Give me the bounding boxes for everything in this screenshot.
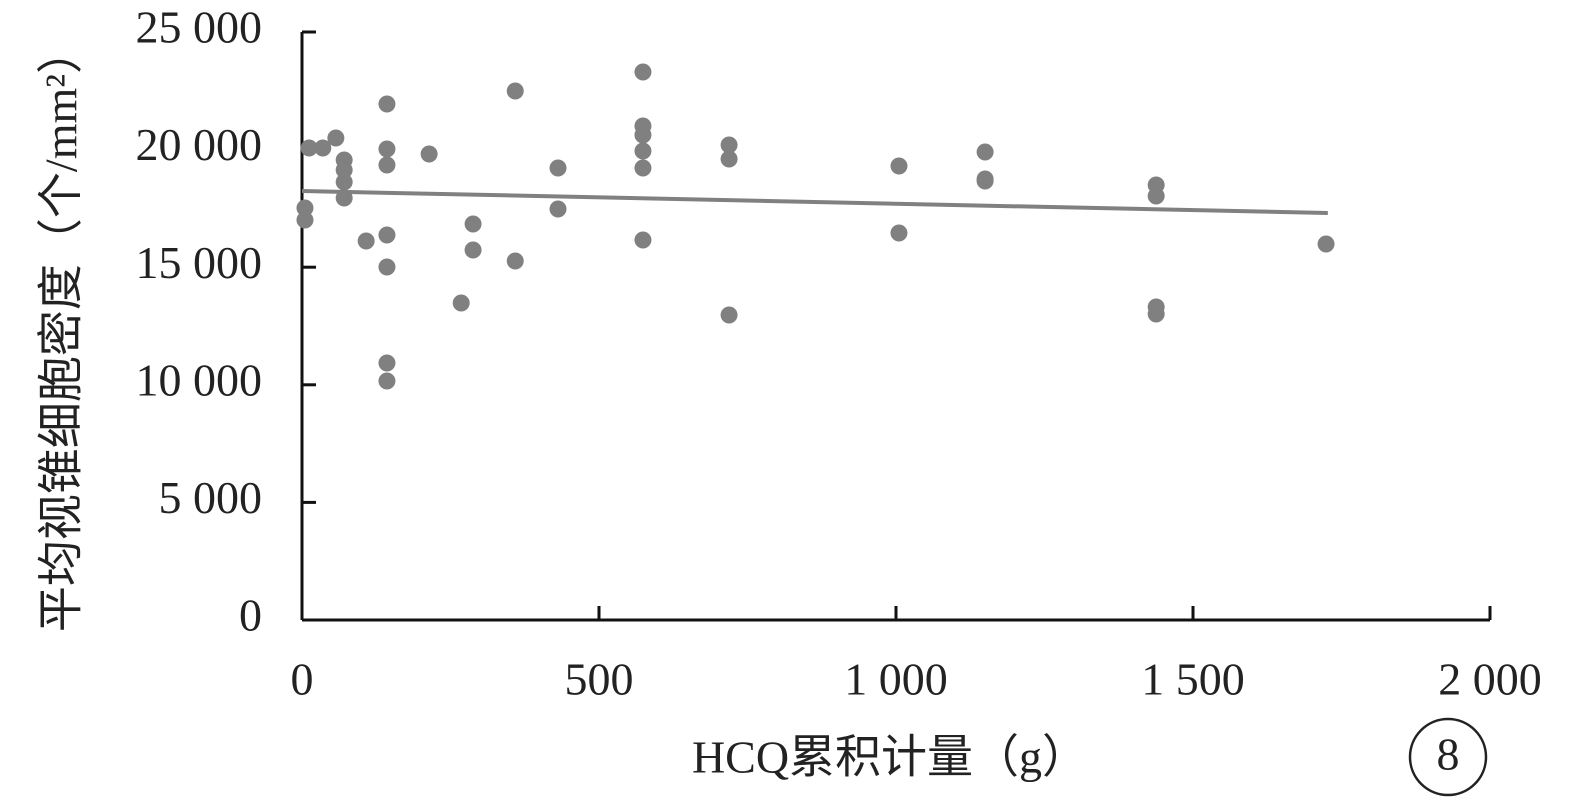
scatter-point [506, 252, 524, 270]
scatter-point [1147, 187, 1165, 205]
x-tick-label: 0 [291, 654, 314, 705]
scatter-point [976, 143, 994, 161]
scatter-point [357, 232, 375, 250]
scatter-point [378, 226, 396, 244]
scatter-point [634, 159, 652, 177]
panel-label: 8 [1437, 729, 1460, 780]
scatter-point [634, 231, 652, 249]
scatter-point [890, 157, 908, 175]
scatter-point [335, 173, 353, 191]
scatter-point [378, 258, 396, 276]
scatter-point [420, 145, 438, 163]
y-tick-label: 10 000 [136, 354, 263, 405]
x-tick-label: 1 000 [844, 654, 948, 705]
scatter-point [296, 199, 314, 217]
scatter-point [296, 211, 314, 229]
scatter-point [549, 200, 567, 218]
x-axis-title: HCQ累积计量（g） [692, 732, 1088, 783]
scatter-point [634, 142, 652, 160]
scatter-point [720, 306, 738, 324]
scatter-point [327, 129, 345, 147]
scatter-point [890, 224, 908, 242]
y-tick-label: 25 000 [136, 2, 263, 53]
y-tick-label: 0 [239, 590, 262, 641]
scatter-point [452, 294, 470, 312]
scatter-point [634, 63, 652, 81]
scatter-point [464, 215, 482, 233]
scatter-point [1317, 235, 1335, 253]
y-tick-label: 5 000 [159, 472, 263, 523]
scatter-point [720, 136, 738, 154]
scatter-point [634, 126, 652, 144]
x-tick-label: 2 000 [1438, 654, 1542, 705]
scatter-point [464, 241, 482, 259]
scatter-point [976, 172, 994, 190]
x-tick-label: 500 [565, 654, 634, 705]
scatter-point [378, 140, 396, 158]
y-tick-label: 20 000 [136, 119, 263, 170]
scatter-point [378, 354, 396, 372]
scatter-point [549, 159, 567, 177]
scatter-point [506, 82, 524, 100]
scatter-point [378, 156, 396, 174]
panel-badge [1408, 717, 1488, 797]
scatter-point [378, 95, 396, 113]
scatter-point [314, 139, 332, 157]
scatter-point [335, 161, 353, 179]
scatter-point [1147, 305, 1165, 323]
scatter-point [300, 139, 318, 157]
y-tick-label: 15 000 [136, 237, 263, 288]
y-axis-title: 平均视锥细胞密度（个/mm²） [36, 28, 87, 632]
scatter-point [335, 189, 353, 207]
x-tick-label: 1 500 [1141, 654, 1245, 705]
scatter-point [378, 372, 396, 390]
scatter-point [720, 150, 738, 168]
trend-line [301, 188, 1328, 215]
